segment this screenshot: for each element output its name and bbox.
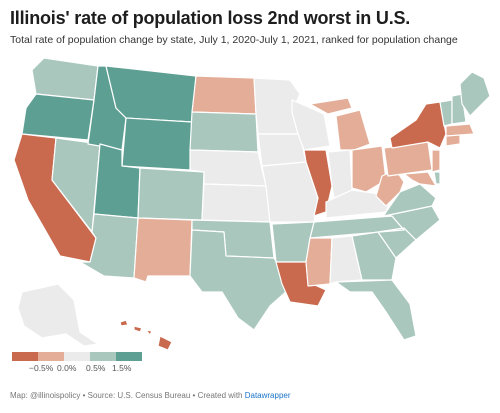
- state-maine: [459, 71, 491, 117]
- state-hawaii-1: [119, 319, 129, 327]
- state-south-dakota: [189, 111, 259, 153]
- legend-swatch-neutral: [64, 352, 90, 361]
- state-washington: [31, 57, 99, 101]
- state-wyoming: [121, 117, 193, 171]
- state-hawaii-big-island: [157, 335, 173, 350]
- legend-swatch-dark-gain: [116, 352, 142, 361]
- state-iowa: [257, 133, 307, 167]
- legend-tick-neg-0-5: −0.5%: [29, 363, 54, 373]
- legend-tick-1-5: 1.5%: [112, 363, 132, 373]
- state-michigan: [335, 109, 371, 151]
- state-michigan-upper: [309, 97, 353, 115]
- datawrapper-link[interactable]: Datawrapper: [244, 391, 291, 400]
- state-new-mexico: [133, 217, 193, 283]
- state-illinois: [303, 149, 333, 217]
- state-mississippi: [305, 237, 333, 287]
- state-ohio: [351, 145, 387, 193]
- legend-tick-0-0: 0.0%: [57, 363, 77, 373]
- state-new-jersey: [431, 149, 441, 173]
- state-florida: [335, 279, 417, 341]
- state-indiana: [327, 149, 353, 199]
- state-delaware: [433, 171, 441, 185]
- chart-subtitle: Total rate of population change by state…: [10, 34, 458, 46]
- map-legend: −0.5% 0.0% 0.5% 1.5%: [12, 352, 212, 382]
- state-hawaii-2: [133, 325, 143, 333]
- state-colorado: [137, 167, 205, 221]
- legend-tick-0-5: 0.5%: [86, 363, 106, 373]
- state-new-york: [389, 101, 447, 149]
- legend-swatch-light-gain: [90, 352, 116, 361]
- legend-swatch-light-loss: [38, 352, 64, 361]
- state-alaska: [17, 283, 99, 347]
- source-text: Map: @illinoispolicy • Source: U.S. Cens…: [10, 391, 245, 400]
- state-massachusetts: [445, 123, 475, 137]
- state-texas: [189, 229, 289, 331]
- legend-swatches: [12, 352, 212, 361]
- state-hawaii-3: [145, 329, 153, 336]
- state-maryland: [403, 171, 437, 187]
- state-georgia: [351, 231, 397, 281]
- state-north-carolina: [379, 205, 441, 241]
- legend-swatch-dark-loss: [12, 352, 38, 361]
- source-credit: Map: @illinoispolicy • Source: U.S. Cens…: [10, 391, 494, 400]
- state-pennsylvania: [383, 141, 433, 177]
- state-oregon: [21, 93, 95, 141]
- state-kansas: [201, 183, 271, 223]
- us-choropleth-map: [13, 57, 491, 350]
- chart-title: Illinois' rate of population loss 2nd wo…: [10, 8, 411, 28]
- state-north-dakota: [191, 75, 257, 115]
